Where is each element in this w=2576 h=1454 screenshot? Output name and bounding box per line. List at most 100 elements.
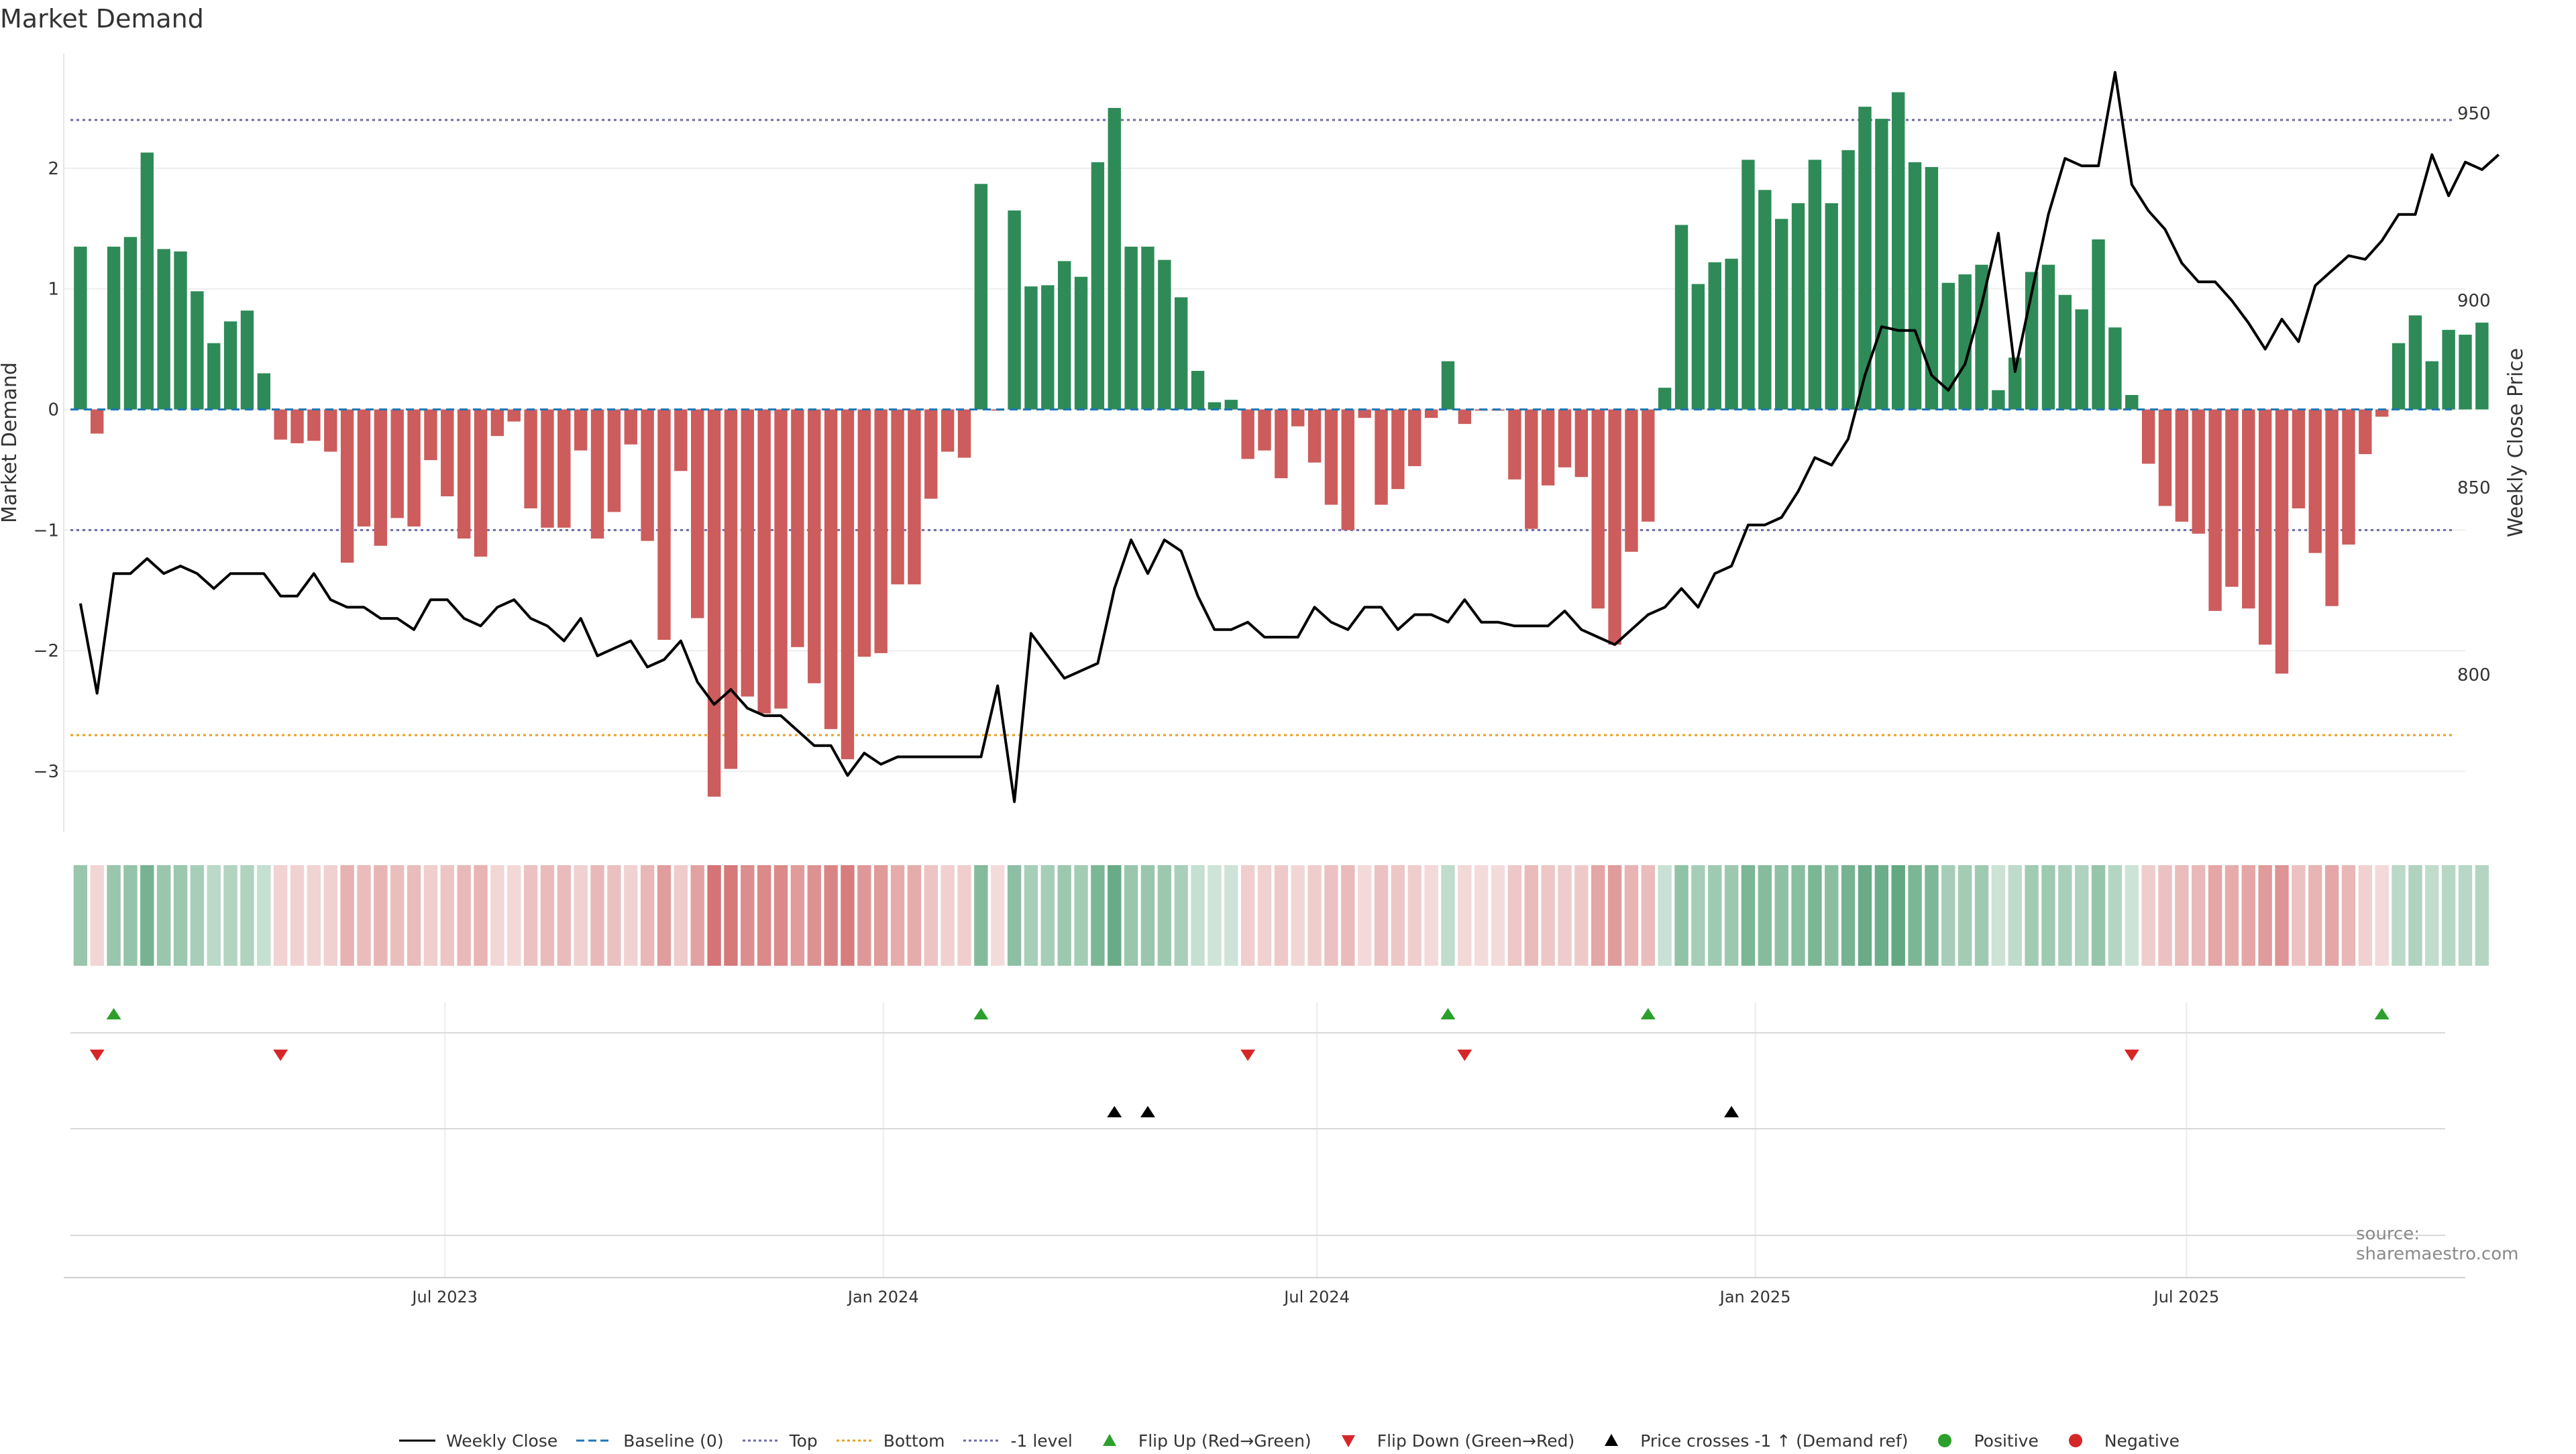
- red-triangle-down-icon: [1328, 1431, 1369, 1451]
- flip-down-marker: [2124, 1050, 2139, 1061]
- heat-cell: [1808, 865, 1822, 966]
- heat-cell: [390, 865, 405, 966]
- demand-bar-positive: [1174, 297, 1188, 410]
- flip-down-marker: [273, 1050, 288, 1061]
- flip-up-marker: [973, 1008, 989, 1019]
- black-triangle-up-icon: [1591, 1431, 1632, 1451]
- demand-bar-negative: [624, 409, 637, 445]
- demand-bar-negative: [1424, 409, 1438, 418]
- heat-cell: [2025, 865, 2039, 966]
- green-dot-icon: [1924, 1431, 1966, 1451]
- legend-label: -1 level: [1010, 1431, 1073, 1451]
- heat-cell: [2141, 865, 2155, 966]
- demand-bar-negative: [1642, 409, 1655, 522]
- demand-bar-positive: [1841, 150, 1855, 410]
- y-tick-label-left: 1: [48, 280, 59, 300]
- heat-cell: [757, 865, 771, 966]
- demand-bar-positive: [2408, 315, 2422, 410]
- heat-cell: [1307, 865, 1322, 966]
- demand-bar-negative: [2192, 409, 2205, 534]
- demand-bar-negative: [774, 409, 788, 709]
- demand-bar-positive: [2075, 309, 2088, 410]
- demand-bar-positive: [207, 343, 221, 410]
- demand-bar-negative: [941, 409, 955, 452]
- demand-bar-negative: [2275, 409, 2289, 674]
- legend-item: Top: [740, 1431, 818, 1451]
- heat-cell: [2308, 865, 2322, 966]
- demand-bar-negative: [1541, 409, 1555, 486]
- heat-cell: [1991, 865, 2006, 966]
- demand-bar-negative: [2141, 409, 2155, 464]
- heat-cell: [707, 865, 721, 966]
- demand-bar-positive: [1108, 107, 1121, 410]
- heat-cell: [307, 865, 321, 966]
- demand-bar-positive: [2425, 361, 2438, 410]
- demand-bar-negative: [340, 409, 354, 563]
- legend-label: Negative: [2104, 1431, 2180, 1451]
- heat-cell: [1607, 865, 1622, 966]
- heat-cell: [2008, 865, 2022, 966]
- heat-cell: [1240, 865, 1255, 966]
- legend-item: Baseline (0): [574, 1431, 724, 1451]
- demand-bar-positive: [2125, 394, 2139, 410]
- heat-cell: [2458, 865, 2473, 966]
- y-tick-label-right: 950: [2457, 104, 2491, 124]
- legend-item: Price crosses -1 ↑ (Demand ref): [1591, 1431, 1908, 1451]
- heat-cell: [1074, 865, 1088, 966]
- heat-cell: [2108, 865, 2123, 966]
- demand-bar-positive: [1925, 167, 1939, 410]
- demand-bar-positive: [2442, 329, 2455, 410]
- heat-cell: [1941, 865, 1955, 966]
- demand-bar-negative: [2359, 409, 2372, 455]
- demand-bar-negative: [2242, 409, 2255, 609]
- demand-bar-negative: [1591, 409, 1605, 609]
- heat-cell: [841, 865, 855, 966]
- flip-up-marker: [1640, 1008, 1656, 1019]
- demand-bar-positive: [1791, 203, 1805, 410]
- heat-cell: [2275, 865, 2289, 966]
- heat-cell: [574, 865, 588, 966]
- y-tick-label-left: −3: [34, 762, 59, 782]
- demand-bar-negative: [1608, 409, 1621, 645]
- price-cross-marker: [1140, 1106, 1155, 1117]
- heat-cell: [474, 865, 488, 966]
- demand-bar-positive: [2108, 327, 2122, 410]
- heat-cell: [1191, 865, 1205, 966]
- demand-bar-positive: [1708, 262, 1721, 410]
- y-axis-title-right: Weekly Close Price: [2504, 348, 2528, 537]
- dotted-purple-line-icon: [961, 1431, 1002, 1451]
- demand-bar-positive: [123, 237, 138, 410]
- heat-cell: [2392, 865, 2406, 966]
- x-tick-label: Jul 2025: [2153, 1288, 2220, 1306]
- demand-bar-positive: [1091, 162, 1105, 410]
- heat-cell: [741, 865, 755, 966]
- heat-cell: [490, 865, 504, 966]
- heat-cell: [1424, 865, 1438, 966]
- heat-cell: [874, 865, 888, 966]
- legend-label: Top: [789, 1431, 818, 1451]
- heat-cell: [457, 865, 471, 966]
- heat-cell: [2058, 865, 2072, 966]
- demand-bar-negative: [1408, 409, 1421, 467]
- x-tick-label: Jul 2024: [1283, 1288, 1350, 1306]
- demand-bar-negative: [657, 409, 671, 640]
- heat-cell: [1007, 865, 1022, 966]
- demand-bar-positive: [191, 291, 204, 410]
- demand-bar-positive: [1908, 162, 1922, 410]
- demand-bar-negative: [2158, 409, 2172, 506]
- heat-cell: [2425, 865, 2439, 966]
- dashed-blue-line-icon: [574, 1431, 615, 1451]
- legend-item: Positive: [1924, 1431, 2039, 1451]
- demand-bar-negative: [1625, 409, 1638, 552]
- heat-cell: [290, 865, 305, 966]
- demand-bar-positive: [1124, 246, 1138, 410]
- heat-cell: [156, 865, 171, 966]
- heat-cell: [674, 865, 688, 966]
- heat-cell: [1224, 865, 1238, 966]
- demand-bar-negative: [791, 409, 804, 647]
- heat-cell: [223, 865, 237, 966]
- demand-bar-negative: [457, 409, 471, 539]
- flip-up-marker: [2374, 1008, 2390, 1019]
- demand-bar-positive: [1057, 261, 1071, 410]
